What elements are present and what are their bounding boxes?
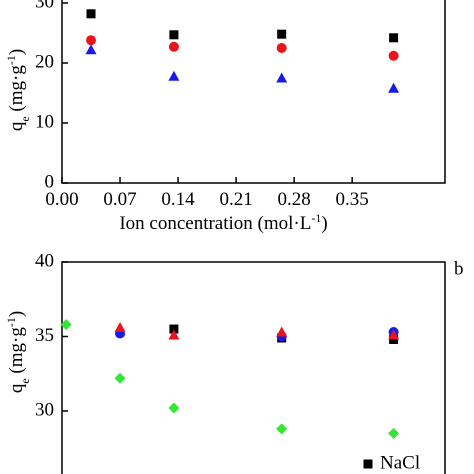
- marker: [168, 402, 180, 414]
- y-axis-label-part: -1: [4, 317, 18, 327]
- y-axis-label-part: (mg·g: [6, 65, 27, 117]
- marker: [169, 30, 179, 40]
- y-axis-label-part: (mg·g: [6, 327, 27, 379]
- y-tick-label: 40: [35, 250, 54, 271]
- marker: [363, 459, 373, 469]
- marker: [276, 326, 288, 337]
- x-axis-label-part: ): [321, 213, 327, 234]
- y-axis-label-part: -1: [4, 55, 18, 65]
- panel-label: b: [454, 258, 464, 279]
- marker: [388, 82, 400, 93]
- x-tick-label: 0.14: [161, 189, 195, 210]
- y-axis-label-part: e: [18, 378, 32, 383]
- plot-frame: [61, 261, 446, 474]
- marker: [388, 50, 399, 61]
- y-axis-label-part: e: [18, 116, 32, 121]
- y-tick-label: 30: [35, 399, 54, 420]
- x-axis-label-part: -1: [311, 211, 321, 225]
- marker: [169, 324, 179, 334]
- x-tick-label: 0.35: [336, 189, 369, 210]
- marker: [114, 372, 126, 384]
- marker: [86, 9, 96, 19]
- y-tick-label: 35: [35, 325, 54, 346]
- marker: [388, 329, 400, 340]
- x-axis-label-part: Ion concentration (mol·L: [119, 213, 311, 234]
- y-axis-label-part: ): [6, 49, 27, 55]
- plot-frame: [61, 0, 446, 184]
- marker: [114, 322, 126, 333]
- marker: [276, 72, 288, 83]
- y-axis-label-part: q: [6, 121, 27, 131]
- marker: [277, 29, 287, 39]
- marker: [60, 319, 72, 331]
- legend-label: NaCl: [380, 452, 420, 473]
- y-axis-label-part: q: [6, 383, 27, 393]
- marker: [168, 70, 180, 81]
- marker: [86, 35, 97, 46]
- y-tick-label: 20: [35, 51, 54, 72]
- marker: [389, 33, 399, 43]
- marker: [276, 43, 287, 53]
- y-axis-label: qe (mg·g-1): [4, 49, 32, 131]
- y-axis-label-part: ): [6, 311, 27, 317]
- y-tick-label: 0: [45, 171, 55, 192]
- y-tick-label: 30: [35, 0, 54, 12]
- marker: [168, 329, 180, 340]
- x-tick-label: 0.21: [219, 189, 252, 210]
- x-tick-label: 0.00: [45, 189, 78, 210]
- marker: [168, 41, 179, 52]
- y-axis-label: qe (mg·g-1): [4, 311, 32, 393]
- y-tick-label: 10: [35, 111, 54, 132]
- x-tick-label: 0.07: [103, 189, 136, 210]
- marker: [276, 423, 288, 435]
- marker: [85, 44, 97, 55]
- x-tick-label: 0.28: [277, 189, 310, 210]
- x-axis-label: Ion concentration (mol·L-1): [119, 211, 327, 234]
- marker: [388, 427, 400, 439]
